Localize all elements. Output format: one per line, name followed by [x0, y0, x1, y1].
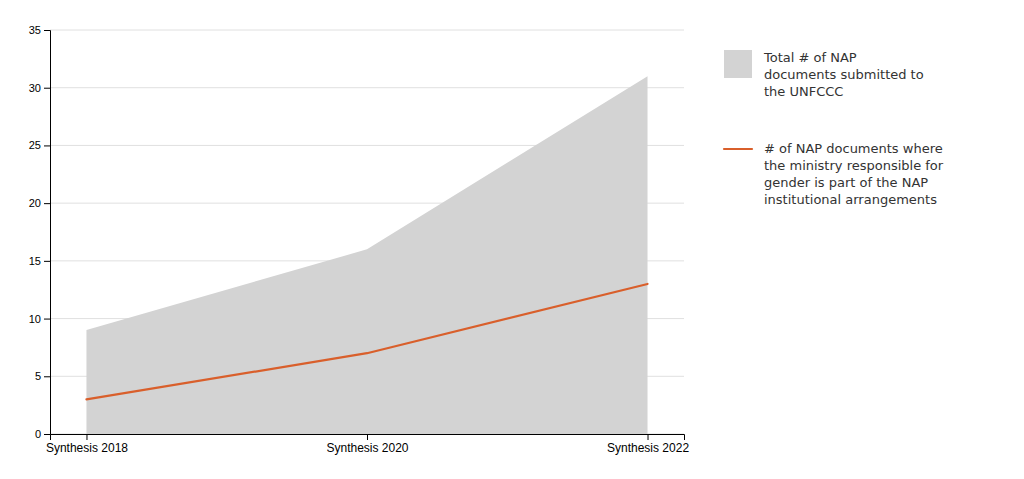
y-tick: 30: [29, 82, 50, 94]
y-axis: 0 5 10 15 20 25 30 35: [29, 24, 51, 440]
grid-line: [50, 30, 684, 31]
y-tick-label: 10: [29, 313, 41, 325]
y-tick-mark: [44, 203, 50, 204]
legend-label: # of NAP documents where the ministry res…: [764, 141, 944, 207]
area: [86, 76, 647, 434]
legend-label-line: the ministry responsible for: [764, 158, 944, 173]
y-tick: 5: [35, 370, 50, 382]
y-tick-label: 20: [29, 197, 41, 209]
x-tick-label: Synthesis 2020: [326, 441, 408, 455]
y-tick: 20: [29, 197, 50, 209]
axis-domain: [51, 435, 685, 441]
axis-domain: [44, 31, 51, 435]
x-tick-mark: [86, 434, 87, 440]
x-tick-mark: [367, 434, 368, 440]
legend-item: # of NAP documents where the ministry res…: [724, 141, 944, 207]
grid: [50, 30, 684, 434]
y-tick-mark: [44, 319, 50, 320]
y-tick-mark: [44, 88, 50, 89]
x-tick: Synthesis 2018: [46, 434, 128, 455]
y-tick-label: 5: [35, 370, 41, 382]
y-tick-label: 35: [29, 24, 41, 36]
y-tick-mark: [44, 30, 50, 31]
y-tick-label: 25: [29, 139, 41, 151]
y-tick-label: 15: [29, 255, 41, 267]
legend-swatch: [724, 50, 752, 78]
x-tick: Synthesis 2022: [607, 434, 689, 455]
y-tick: 25: [29, 139, 50, 151]
legend-label-line: gender is part of the NAP: [764, 175, 928, 190]
marks: [86, 76, 647, 434]
y-tick: 10: [29, 313, 50, 325]
y-tick-mark: [44, 145, 50, 146]
y-tick-label: 30: [29, 82, 41, 94]
y-tick: 0: [35, 428, 50, 440]
legend-label-line: # of NAP documents where: [764, 141, 943, 156]
legend-label-line: institutional arrangements: [764, 192, 937, 207]
legend-label-line: the UNFCCC: [764, 84, 843, 99]
y-tick: 15: [29, 255, 50, 267]
legend-item: Total # of NAP documents submitted to the …: [724, 50, 924, 99]
y-tick-mark: [44, 261, 50, 262]
x-tick: Synthesis 2020: [326, 434, 408, 455]
y-tick-label: 0: [35, 428, 41, 440]
x-tick-label: Synthesis 2022: [607, 441, 689, 455]
legend-swatch: [724, 148, 752, 150]
x-axis: Synthesis 2018 Synthesis 2020 Synthesis 20…: [46, 434, 689, 455]
y-tick: 35: [29, 24, 50, 36]
x-tick-mark: [648, 434, 649, 440]
grid-line: [50, 87, 684, 88]
y-tick-mark: [44, 434, 50, 435]
legend: Total # of NAP documents submitted to the …: [724, 50, 944, 207]
legend-label: Total # of NAP documents submitted to the …: [763, 50, 924, 99]
legend-label-line: documents submitted to: [764, 67, 924, 82]
chart: 05101520253035Synthesis 2018Synthesis 20…: [0, 0, 1024, 479]
legend-label-line: Total # of NAP: [763, 50, 857, 65]
line: [86, 284, 647, 399]
y-tick-mark: [44, 376, 50, 377]
plot: 05101520253035Synthesis 2018Synthesis 20…: [29, 24, 690, 455]
x-tick-label: Synthesis 2018: [46, 441, 128, 455]
